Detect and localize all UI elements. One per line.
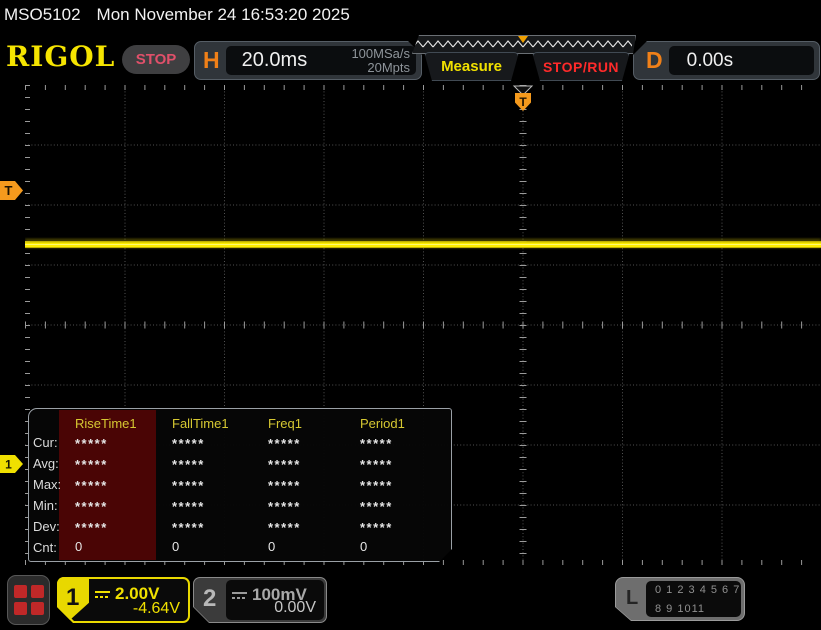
- measurement-panel: RiseTime1 FallTime1 Freq1 Period1 Cur: *…: [28, 408, 452, 562]
- measurement-value: *****: [360, 457, 393, 472]
- channel1-position-marker[interactable]: 1: [0, 455, 24, 473]
- measurement-value: *****: [360, 499, 393, 514]
- measurement-value: *****: [75, 520, 108, 535]
- channel2-number: 2: [203, 585, 217, 612]
- trigger-level-marker[interactable]: T: [0, 181, 24, 200]
- measurement-column-period[interactable]: Period1: [360, 416, 405, 431]
- measurement-column-falltime[interactable]: FallTime1: [172, 416, 229, 431]
- channel1-scale: 2.00V: [115, 584, 160, 603]
- channel1-marker-label: 1: [5, 458, 12, 472]
- row-label-avg: Avg:: [33, 456, 59, 471]
- stop-run-button[interactable]: STOP/RUN: [532, 52, 630, 81]
- trigger-level-label: T: [5, 183, 13, 198]
- tick-marks: [25, 85, 821, 565]
- measurement-value: *****: [268, 457, 301, 472]
- selected-measurement-highlight: [59, 410, 156, 560]
- menu-grid-icon: [30, 585, 44, 598]
- waveform-overview-strip[interactable]: [412, 35, 636, 54]
- dc-coupling-icon: [95, 591, 110, 598]
- run-state-badge: STOP: [122, 45, 190, 74]
- channel2-widget[interactable]: 2 100mV 0.00V: [193, 577, 327, 623]
- datetime: Mon November 24 16:53:20 2025: [96, 5, 350, 24]
- delay-label: D: [646, 47, 663, 73]
- measurement-count: 0: [75, 539, 83, 554]
- channel2-scale: 100mV: [252, 585, 307, 604]
- row-label-min: Min:: [33, 498, 58, 513]
- rigol-logo: RIGOL: [6, 40, 116, 73]
- measurement-count: 0: [172, 539, 180, 554]
- strip-trigger-marker-icon[interactable]: [518, 36, 528, 43]
- delay-value: 0.00s: [686, 49, 734, 71]
- horizontal-panel[interactable]: H 20.0ms 100MSa/s 20Mpts: [194, 41, 422, 80]
- menu-grid-icon: [13, 585, 27, 598]
- sample-rate: 100MSa/s: [351, 45, 410, 61]
- logic-channels-row1: 0 1 2 3 4 5 6 7: [655, 584, 741, 596]
- measurement-value: *****: [360, 520, 393, 535]
- measurement-value: *****: [75, 499, 108, 514]
- channel2-face: 2 100mV 0.00V: [194, 578, 326, 622]
- menu-grid-icon: [30, 602, 44, 615]
- measurement-value: *****: [268, 499, 301, 514]
- channel1-trace: [25, 238, 821, 249]
- row-label-cnt: Cnt:: [33, 540, 57, 555]
- measurement-value: *****: [360, 436, 393, 451]
- channel1-widget[interactable]: 2.00V -4.64V 1: [57, 577, 190, 623]
- channel1-number: 1: [66, 584, 80, 611]
- trigger-position-marker[interactable]: T: [512, 85, 534, 111]
- measurement-column-freq[interactable]: Freq1: [268, 416, 302, 431]
- measurement-value: *****: [360, 478, 393, 493]
- measurement-value: *****: [268, 520, 301, 535]
- delay-inner: 0.00s: [668, 46, 814, 75]
- logic-channels-row2: 8 9 1011 12131415: [655, 603, 712, 630]
- measurement-value: *****: [172, 499, 205, 514]
- logic-channel-list: 0 1 2 3 4 5 6 7 8 9 1011 12131415: [646, 581, 741, 617]
- logic-analyzer-widget[interactable]: L 0 1 2 3 4 5 6 7 8 9 1011 12131415: [615, 577, 745, 621]
- measurement-value: *****: [268, 436, 301, 451]
- menu-button[interactable]: [7, 575, 50, 625]
- measurement-value: *****: [268, 478, 301, 493]
- measurement-value: *****: [75, 436, 108, 451]
- channel2-offset: 0.00V: [274, 599, 316, 616]
- titlebar: MSO5102 Mon November 24 16:53:20 2025: [4, 5, 350, 25]
- measurement-column-risetime[interactable]: RiseTime1: [75, 416, 137, 431]
- horizontal-inner: 20.0ms 100MSa/s 20Mpts: [226, 46, 416, 75]
- logic-analyzer-label: L: [626, 587, 639, 609]
- delay-panel[interactable]: D 0.00s: [633, 41, 820, 80]
- logic-analyzer-face: L 0 1 2 3 4 5 6 7 8 9 1011 12131415: [616, 578, 744, 620]
- measurement-count: 0: [268, 539, 276, 554]
- zigzag-waveform-icon: [413, 36, 633, 51]
- measurement-count: 0: [360, 539, 368, 554]
- row-label-cur: Cur:: [33, 435, 58, 450]
- dc-coupling-icon: [232, 592, 247, 599]
- measurement-value: *****: [172, 478, 205, 493]
- acquisition-info: 100MSa/s 20Mpts: [351, 47, 416, 75]
- row-label-dev: Dev:: [33, 519, 60, 534]
- timebase-value: 20.0ms: [241, 49, 308, 71]
- horizontal-label: H: [203, 47, 220, 73]
- memory-depth: 20Mpts: [367, 59, 410, 75]
- menu-grid-icon: [13, 602, 27, 615]
- trigger-position-label: T: [519, 95, 527, 109]
- measurement-value: *****: [172, 436, 205, 451]
- measurement-table: RiseTime1 FallTime1 Freq1 Period1 Cur: *…: [31, 411, 440, 558]
- row-label-max: Max:: [33, 477, 62, 492]
- measure-button[interactable]: Measure: [424, 52, 519, 81]
- graticule[interactable]: T: [25, 85, 821, 565]
- measurement-value: *****: [172, 457, 205, 472]
- channel2-inner: 100mV 0.00V: [226, 580, 324, 620]
- measurement-value: *****: [75, 457, 108, 472]
- model-name: MSO5102: [4, 5, 81, 24]
- measurement-value: *****: [75, 478, 108, 493]
- channel1-offset: -4.64V: [132, 600, 180, 617]
- measurement-value: *****: [172, 520, 205, 535]
